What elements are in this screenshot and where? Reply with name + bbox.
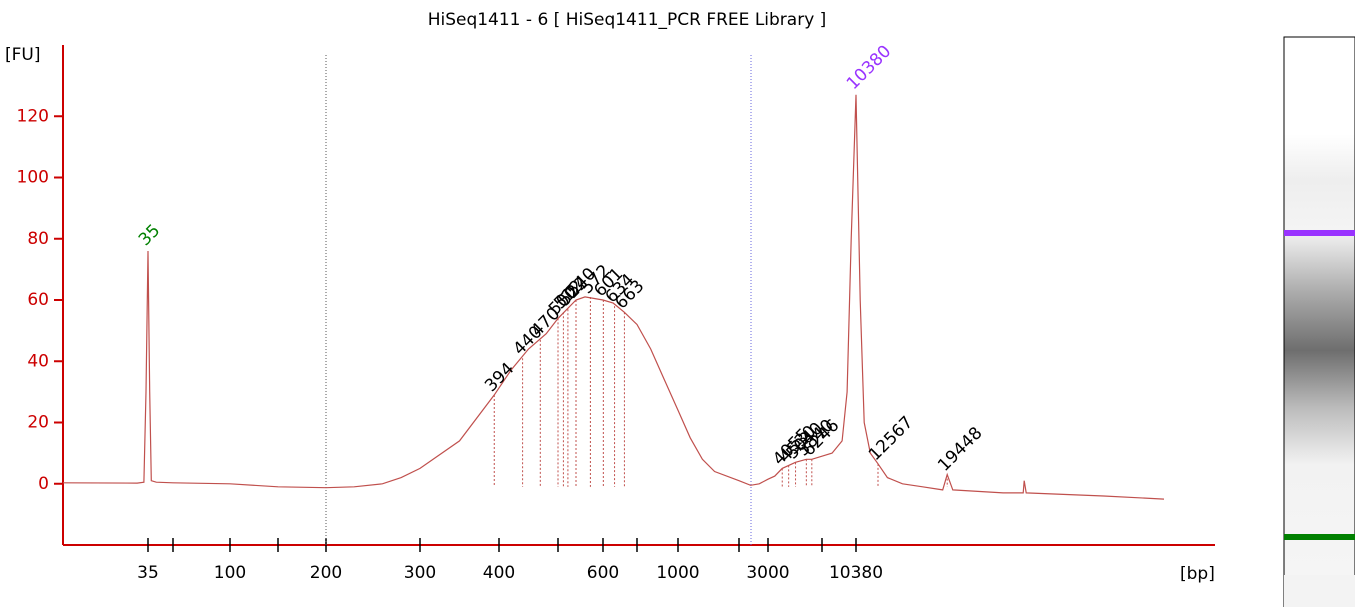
gel-bottom [1284, 575, 1355, 607]
peak-label: 12567 [865, 413, 917, 465]
y-axis-label: [FU] [5, 45, 41, 65]
trace-line [62, 94, 1165, 500]
gel-band [1284, 230, 1355, 236]
gel-lane [1283, 36, 1355, 607]
x-tick-label: 10380 [829, 563, 883, 583]
y-tick-label: 40 [27, 351, 49, 371]
x-axis-label: [bp] [1180, 564, 1215, 584]
marker-label: 35 [135, 221, 164, 250]
x-tick-label: 200 [310, 563, 342, 583]
y-tick-label: 20 [27, 413, 49, 433]
y-tick-label: 80 [27, 229, 49, 249]
y-tick-label: 0 [38, 474, 49, 494]
peak-label: 394 [481, 359, 518, 396]
y-tick-label: 100 [17, 168, 49, 188]
x-tick-label: 35 [137, 563, 159, 583]
x-tick-label: 600 [587, 563, 619, 583]
chart-title: HiSeq1411 - 6 [ HiSeq1411_PCR FREE Libra… [428, 10, 827, 30]
x-tick-label: 400 [483, 563, 515, 583]
gel-band [1284, 534, 1355, 540]
y-tick-label: 60 [27, 290, 49, 310]
x-tick-label: 100 [214, 563, 246, 583]
peak-label: 19448 [934, 423, 986, 475]
x-tick-label: 1000 [656, 563, 699, 583]
marker-label: 10380 [843, 41, 895, 93]
y-tick-label: 120 [17, 106, 49, 126]
x-tick-label: 300 [404, 563, 436, 583]
x-tick-label: 3000 [746, 563, 789, 583]
